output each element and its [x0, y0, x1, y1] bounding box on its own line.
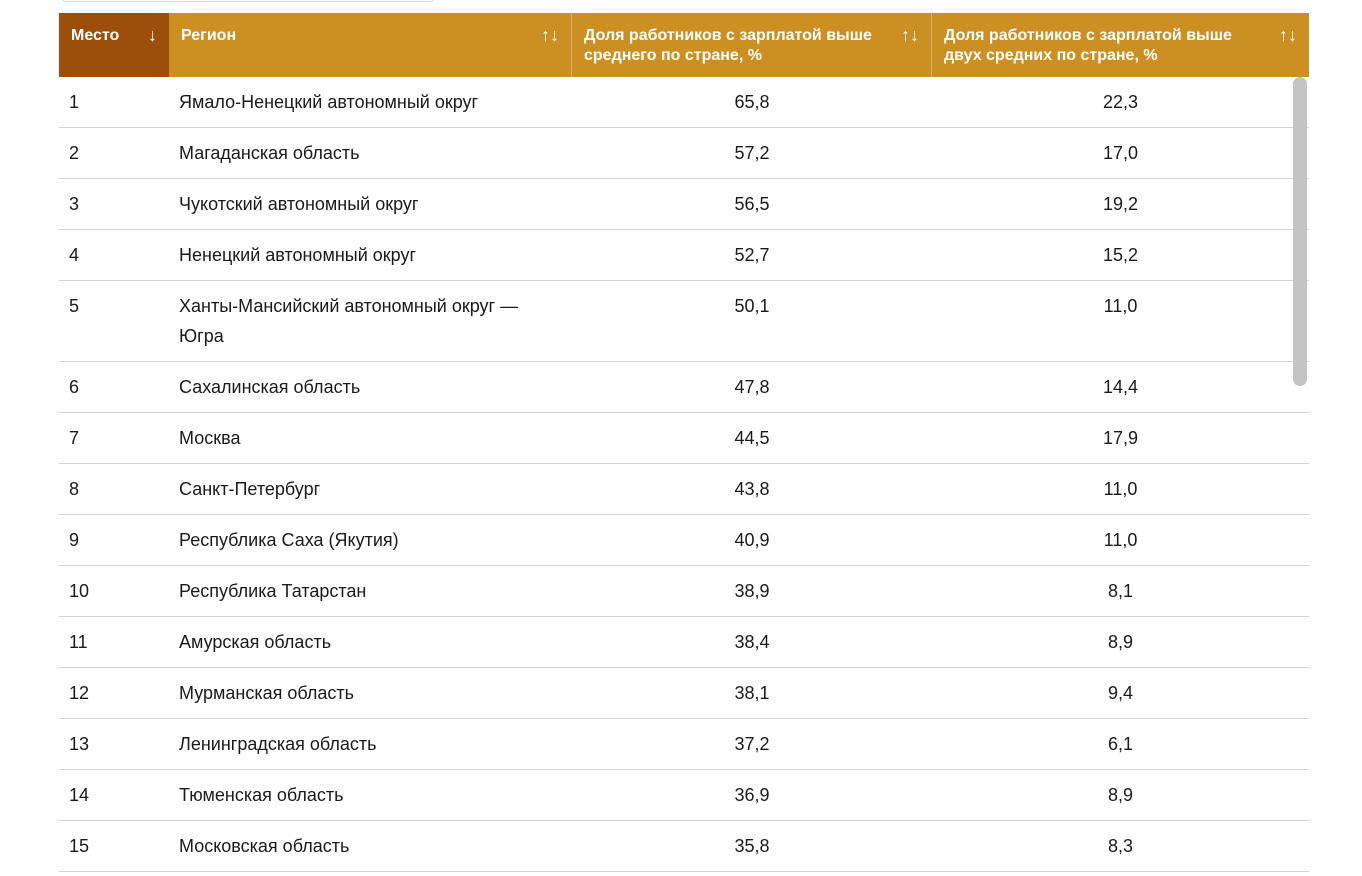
region-cell: Ненецкий автономный округ [179, 245, 417, 265]
share-above-avg-cell: 57,2 [734, 143, 770, 163]
vertical-scrollbar-thumb[interactable] [1293, 77, 1307, 386]
sort-toggle-icon[interactable]: ↑↓ [901, 25, 919, 45]
region-cell: Сахалинская область [179, 377, 361, 397]
table-row: 4 Ненецкий автономный округ 52,7 15,2 [59, 230, 1309, 281]
region-cell: Москва [179, 428, 241, 448]
region-cell: Чукотский автономный округ [179, 194, 419, 214]
column-header-rank-label: Место [71, 27, 120, 44]
share-above-two-avg-cell: 11,0 [1103, 479, 1138, 499]
share-above-two-avg-cell: 8,1 [1107, 581, 1134, 601]
table-body: 1 Ямало-Ненецкий автономный округ 65,8 22,3… [59, 77, 1309, 872]
column-header-share-above-avg-label: Доля работников с зарплатой выше среднег… [584, 27, 872, 64]
share-above-two-avg-cell: 22,3 [1102, 92, 1139, 112]
rank-cell: 10 [69, 581, 90, 601]
column-header-region[interactable]: Регион ↑↓ [169, 13, 572, 77]
share-above-avg-cell: 56,5 [734, 194, 770, 214]
rank-cell: 7 [69, 428, 80, 448]
rank-cell: 15 [69, 836, 90, 856]
column-header-share-above-two-avg-label: Доля работников с зарплатой выше двух ср… [944, 27, 1232, 64]
share-above-avg-cell: 52,7 [734, 245, 770, 265]
column-header-region-label: Регион [181, 27, 237, 44]
table-row: 3 Чукотский автономный округ 56,5 19,2 [59, 179, 1309, 230]
ranking-table: Место ↓ Регион ↑↓ Доля работников с зарп… [59, 13, 1309, 872]
sort-descending-icon[interactable]: ↓ [148, 25, 157, 45]
share-above-avg-cell: 37,2 [734, 734, 770, 754]
region-cell: Ханты-Мансийский автономный округ — Югра [179, 296, 519, 346]
table-row: 9 Республика Саха (Якутия) 40,9 11,0 [59, 515, 1309, 566]
table-row: 11 Амурская область 38,4 8,9 [59, 617, 1309, 668]
share-above-two-avg-cell: 17,0 [1102, 143, 1139, 163]
region-cell: Ямало-Ненецкий автономный округ [179, 92, 479, 112]
region-cell: Магаданская область [179, 143, 360, 163]
region-cell: Мурманская область [179, 683, 355, 703]
share-above-two-avg-cell: 9,4 [1107, 683, 1134, 703]
region-cell: Республика Саха (Якутия) [179, 530, 399, 550]
table-row: 5 Ханты-Мансийский автономный округ — Югр… [59, 281, 1309, 362]
region-cell: Республика Татарстан [179, 581, 367, 601]
rank-cell: 12 [69, 683, 90, 703]
table-row: 15 Московская область 35,8 8,3 [59, 821, 1309, 872]
rank-cell: 5 [69, 296, 80, 316]
rank-cell: 11 [69, 632, 88, 652]
table-row: 13 Ленинградская область 37,2 6,1 [59, 719, 1309, 770]
region-cell: Московская область [179, 836, 350, 856]
table-header: Место ↓ Регион ↑↓ Доля работников с зарп… [59, 13, 1309, 77]
share-above-two-avg-cell: 15,2 [1102, 245, 1139, 265]
table-row: 8 Санкт-Петербург 43,8 11,0 [59, 464, 1309, 515]
share-above-avg-cell: 35,8 [734, 836, 770, 856]
share-above-avg-cell: 40,9 [734, 530, 770, 550]
share-above-avg-cell: 47,8 [734, 377, 770, 397]
table-row: 1 Ямало-Ненецкий автономный округ 65,8 22,3 [59, 77, 1309, 128]
table-row: 2 Магаданская область 57,2 17,0 [59, 128, 1309, 179]
share-above-two-avg-cell: 11,0 [1103, 296, 1138, 316]
table-row: 6 Сахалинская область 47,8 14,4 [59, 362, 1309, 413]
share-above-two-avg-cell: 14,4 [1102, 377, 1139, 397]
table-row: 10 Республика Татарстан 38,9 8,1 [59, 566, 1309, 617]
sort-toggle-icon[interactable]: ↑↓ [1279, 25, 1297, 45]
share-above-avg-cell: 65,8 [734, 92, 770, 112]
share-above-avg-cell: 43,8 [734, 479, 770, 499]
column-header-share-above-two-avg[interactable]: Доля работников с зарплатой выше двух ср… [932, 13, 1309, 77]
table-row: 14 Тюменская область 36,9 8,9 [59, 770, 1309, 821]
region-cell: Санкт-Петербург [179, 479, 321, 499]
region-cell: Ленинградская область [179, 734, 377, 754]
rank-cell: 9 [69, 530, 80, 550]
share-above-two-avg-cell: 8,9 [1107, 785, 1134, 805]
rank-cell: 2 [69, 143, 80, 163]
table-row: 7 Москва 44,5 17,9 [59, 413, 1309, 464]
column-header-rank[interactable]: Место ↓ [59, 13, 169, 77]
share-above-avg-cell: 38,1 [734, 683, 770, 703]
share-above-two-avg-cell: 19,2 [1102, 194, 1139, 214]
region-cell: Тюменская область [179, 785, 344, 805]
share-above-two-avg-cell: 17,9 [1102, 428, 1139, 448]
rank-cell: 3 [69, 194, 80, 214]
share-above-two-avg-cell: 11,0 [1103, 530, 1138, 550]
table-row: 12 Мурманская область 38,1 9,4 [59, 668, 1309, 719]
rank-cell: 6 [69, 377, 80, 397]
share-above-avg-cell: 50,1 [734, 296, 770, 316]
rank-cell: 4 [69, 245, 80, 265]
rank-cell: 1 [69, 92, 80, 112]
share-above-avg-cell: 38,4 [734, 632, 770, 652]
share-above-two-avg-cell: 6,1 [1107, 734, 1134, 754]
column-header-share-above-avg[interactable]: Доля работников с зарплатой выше среднег… [572, 13, 932, 77]
rank-cell: 14 [69, 785, 90, 805]
share-above-two-avg-cell: 8,9 [1107, 632, 1134, 652]
share-above-avg-cell: 36,9 [734, 785, 770, 805]
rank-cell: 8 [69, 479, 80, 499]
rank-cell: 13 [69, 734, 90, 754]
sort-toggle-icon[interactable]: ↑↓ [541, 25, 559, 45]
share-above-avg-cell: 38,9 [734, 581, 770, 601]
share-above-avg-cell: 44,5 [734, 428, 770, 448]
region-cell: Амурская область [179, 632, 332, 652]
share-above-two-avg-cell: 8,3 [1107, 836, 1134, 856]
search-field-edge[interactable] [60, 0, 436, 2]
